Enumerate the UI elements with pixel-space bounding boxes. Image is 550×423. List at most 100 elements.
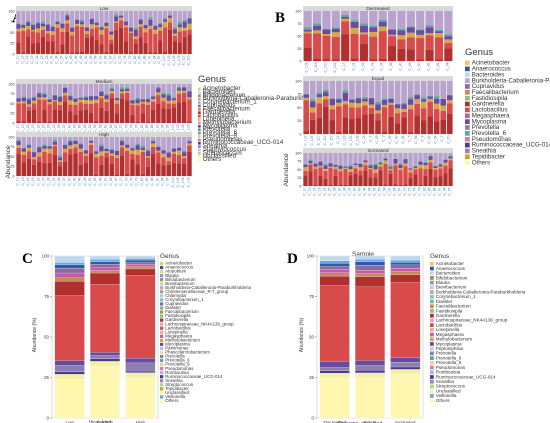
bar-segment xyxy=(89,18,94,25)
bar-segment xyxy=(171,100,177,104)
legend-swatch xyxy=(160,286,164,290)
legend-swatch xyxy=(160,338,164,342)
legend-swatch xyxy=(430,318,434,323)
bar-segment xyxy=(70,11,75,27)
bar-segment xyxy=(166,100,171,104)
bar-segment xyxy=(167,17,173,23)
bar-segment xyxy=(70,26,75,28)
bar-segment xyxy=(84,11,89,28)
bar-segment xyxy=(383,160,388,165)
bar-segment xyxy=(83,137,89,150)
x-tick-label: C_28 xyxy=(47,177,51,185)
bar-segment xyxy=(390,264,421,269)
bar-segment xyxy=(176,163,182,177)
legend-entry: Tepidibacter xyxy=(165,386,189,391)
bar-segment xyxy=(318,160,323,163)
x-tick-label: C_19 xyxy=(31,177,35,185)
bar-segment xyxy=(119,98,125,124)
legend-swatch xyxy=(198,87,201,91)
bar-segment xyxy=(433,121,440,135)
bar-segment xyxy=(145,157,151,168)
bar-segment xyxy=(125,92,130,101)
bar-segment xyxy=(119,137,125,140)
bar-segment xyxy=(31,159,37,165)
legend-entry: Lonepinella xyxy=(165,329,188,334)
bar-segment xyxy=(375,120,381,135)
legend-swatch xyxy=(160,282,164,286)
bar-segment xyxy=(42,97,47,100)
bar-segment xyxy=(156,88,161,93)
x-tick-label: C_70 xyxy=(119,124,123,132)
bar-segment xyxy=(94,103,99,122)
bar-segment xyxy=(109,11,114,32)
bar-segment xyxy=(433,81,440,97)
x-tick-label: C_16 xyxy=(313,187,317,195)
bar-segment xyxy=(333,169,338,176)
bar-segment xyxy=(403,166,408,185)
bar-segment xyxy=(172,41,177,55)
bar-segment xyxy=(349,99,355,103)
bar-segment xyxy=(359,25,368,33)
bar-segment xyxy=(42,99,47,111)
x-tick-label: C_112 xyxy=(182,55,186,65)
x-tick-label: C_58 xyxy=(98,124,102,132)
bar-segment xyxy=(303,47,312,62)
bar-segment xyxy=(398,167,403,171)
x-tick-label: C_37 xyxy=(380,62,384,70)
x-tick-label: C_22 xyxy=(36,177,40,185)
bar-segment xyxy=(393,184,398,187)
legend-entry: Prevotella_6 xyxy=(472,130,507,137)
x-tick-label: C_40 xyxy=(67,124,71,132)
bar-segment xyxy=(78,143,83,145)
bar-segment xyxy=(16,103,21,122)
y-tick-label: 0 xyxy=(12,121,14,125)
legend-entry: Burkholderia-Caballeronia-Paraburkholder… xyxy=(165,285,251,290)
bar-segment xyxy=(135,164,140,177)
legend-swatch xyxy=(198,148,201,152)
bar-segment xyxy=(21,52,26,55)
bar-segment xyxy=(433,153,438,166)
bar-segment xyxy=(104,101,109,111)
bar-segment xyxy=(355,365,385,371)
x-tick-label: C_43 xyxy=(73,177,77,185)
legend-entry: Mycoplasma xyxy=(165,342,190,347)
bar-segment xyxy=(78,110,83,124)
x-tick-label: Decreased xyxy=(324,420,347,423)
bar-segment xyxy=(130,84,135,100)
bar-segment xyxy=(433,96,440,99)
bar-segment xyxy=(406,27,415,33)
bar-segment xyxy=(57,155,63,158)
x-tick-label: C_10 xyxy=(303,187,307,195)
legend-entry: Lactobacillus xyxy=(436,322,463,327)
x-tick-label: C_17 xyxy=(342,62,346,70)
legend-entry: Christensenellaceae_R-7_group xyxy=(165,289,229,294)
bar-segment xyxy=(322,33,331,36)
x-tick-label: C_43 xyxy=(358,187,362,195)
bar-segment xyxy=(378,19,387,22)
legend-swatch xyxy=(430,342,434,346)
y-tick-label: 100 xyxy=(295,151,301,155)
bar-segment xyxy=(135,97,140,100)
bar-segment xyxy=(150,96,156,99)
legend-swatch xyxy=(465,90,470,95)
x-tick-label: C_39 xyxy=(388,135,392,143)
bar-segment xyxy=(448,158,453,161)
bar-segment xyxy=(42,84,47,93)
x-tick-label: C_10 xyxy=(15,55,19,63)
bar-segment xyxy=(323,164,328,166)
legend-swatch xyxy=(430,290,434,294)
bar-segment xyxy=(135,154,140,165)
legend-swatch xyxy=(430,271,434,276)
bar-segment xyxy=(333,166,338,170)
bar-segment xyxy=(26,22,31,27)
bar-segment xyxy=(303,170,308,177)
legend-entry: Streptococcus xyxy=(203,149,242,156)
y-tick-label: 0 xyxy=(299,59,301,63)
bar-segment xyxy=(54,295,85,361)
x-tick-label: C_67 xyxy=(114,124,118,132)
legend-entry: Burkholderia-Caballeronia-Paraburkholder… xyxy=(436,289,526,294)
bar-segment xyxy=(133,43,138,55)
bar-segment xyxy=(438,176,443,187)
bar-segment xyxy=(26,36,31,55)
